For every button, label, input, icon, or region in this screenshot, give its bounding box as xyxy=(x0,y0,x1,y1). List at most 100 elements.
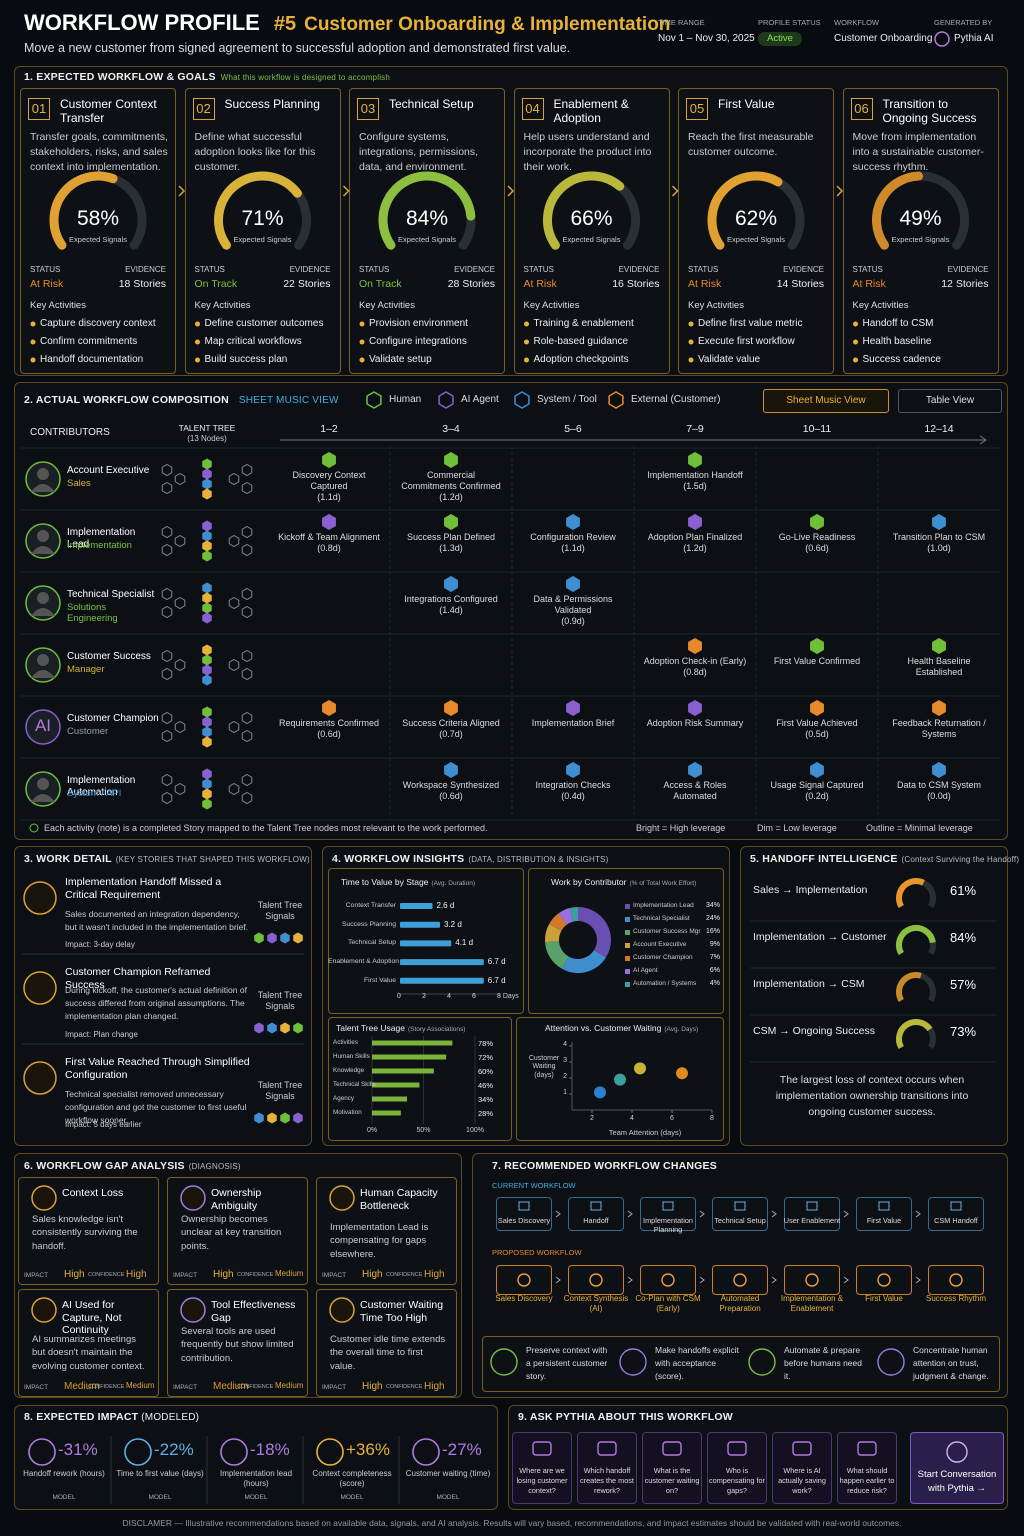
arrow xyxy=(771,1210,777,1218)
bullet xyxy=(195,357,200,363)
y-tick-label: 3 xyxy=(563,1057,567,1064)
arrow xyxy=(178,185,186,197)
gauge-value xyxy=(872,171,924,250)
note xyxy=(810,700,824,716)
point xyxy=(634,1062,646,1075)
activities-label: Key Activities xyxy=(194,300,251,311)
tree-node xyxy=(202,468,212,480)
status-pill: Active xyxy=(758,32,802,46)
gauge-value xyxy=(213,171,302,250)
legend-label: Human xyxy=(389,394,422,405)
signal-caption: Expected Signals xyxy=(398,235,456,244)
signals-label: Talent Tree Signals xyxy=(257,900,303,921)
stage-number: 06 xyxy=(850,98,873,120)
note-text: First Value Confirmed xyxy=(765,656,869,667)
note-label: Kickoff & Team Alignment xyxy=(278,532,380,542)
value-label: 6.7 d xyxy=(487,975,506,985)
section-subtitle: What this workflow is designed to accomp… xyxy=(220,73,391,82)
current-step xyxy=(856,1197,912,1231)
signal-node xyxy=(254,1022,264,1034)
evidence: 22 Stories xyxy=(283,278,331,290)
question-card[interactable] xyxy=(577,1432,637,1504)
gap-description: Ownership becomes unclear at key transit… xyxy=(181,1214,282,1252)
avatar-body xyxy=(31,484,55,492)
impact-label: Customer waiting (time) xyxy=(405,1469,491,1478)
donut-segment xyxy=(545,940,570,969)
button[interactable]: Sheet Music View xyxy=(763,389,889,413)
bullet xyxy=(524,357,529,363)
title: WORKFLOW PROFILE xyxy=(24,10,260,35)
question-card[interactable] xyxy=(837,1432,897,1504)
stage-title: Transition to Ongoing Success xyxy=(882,97,977,126)
value-label: 34% xyxy=(478,1095,494,1104)
stage-description: Transfer goals, commitments, stakeholder… xyxy=(30,131,168,174)
tree-node xyxy=(174,658,186,672)
current-step-label: Technical Setup xyxy=(714,1216,766,1225)
section-title-text: 3. WORK DETAIL xyxy=(24,853,112,865)
activity: Handoff documentation xyxy=(40,354,144,365)
column-label: 7–9 xyxy=(686,423,704,435)
arrow xyxy=(507,185,515,197)
impact-value: -18% xyxy=(250,1440,290,1459)
stage-card xyxy=(349,88,505,374)
story-icon xyxy=(23,971,57,1005)
note-duration: (0.8d) xyxy=(317,543,341,553)
footnote-icon xyxy=(29,823,39,833)
current-step xyxy=(496,1197,552,1231)
story-description: During kickoff, the customer's actual de… xyxy=(65,985,247,1021)
section-title-text: 4. WORKFLOW INSIGHTS xyxy=(332,853,465,865)
activity: Health baseline xyxy=(862,336,932,347)
question-card[interactable] xyxy=(707,1432,767,1504)
tree-node xyxy=(174,534,186,548)
workflow-name: Customer Onboarding & Implementation xyxy=(304,14,671,35)
start-button-label: Start Conversation with Pythia → xyxy=(917,1469,997,1494)
step-icon xyxy=(878,1201,890,1211)
signal-node xyxy=(267,1112,277,1124)
question-card[interactable] xyxy=(642,1432,702,1504)
tree-node xyxy=(174,472,186,486)
note-text: Kickoff & Team Alignment (0.8d) xyxy=(277,532,381,554)
note-duration: (1.1d) xyxy=(561,543,585,553)
gauge-value xyxy=(378,171,476,250)
legend-label: Account Executive xyxy=(633,941,687,948)
tree-node xyxy=(241,649,253,663)
gauge-value xyxy=(896,1019,933,1049)
note-text: Adoption Check-in (Early) (0.8d) xyxy=(643,656,747,678)
button[interactable]: Table View xyxy=(898,389,1002,413)
impact-value: High xyxy=(362,1269,383,1280)
note-text: Usage Signal Captured (0.2d) xyxy=(765,780,869,802)
activity: Provision environment xyxy=(369,318,468,329)
start-button[interactable] xyxy=(910,1432,1004,1504)
note-duration: (1.2d) xyxy=(439,492,463,502)
tree-node xyxy=(161,587,173,601)
tree-node xyxy=(202,612,212,624)
question-card[interactable] xyxy=(512,1432,572,1504)
note-label: Go-Live Readiness xyxy=(778,532,856,542)
work-detail-section xyxy=(14,846,312,1146)
proposed-step-label: Implementation & Enablement xyxy=(780,1294,844,1313)
section-title: 1. EXPECTED WORKFLOW & GOALS What this wo… xyxy=(24,71,390,84)
current-step-label: First Value xyxy=(866,1216,902,1225)
note xyxy=(444,700,458,716)
gap-description: AI summarizes meetings but doesn't maint… xyxy=(32,1334,145,1372)
leverage-key: Outline = Minimal leverage xyxy=(866,823,973,833)
impact-label: IMPACT xyxy=(24,1272,49,1279)
column-label: 10–11 xyxy=(802,423,832,435)
current-step-label: Implementation Planning xyxy=(643,1216,693,1234)
activities-label: Key Activities xyxy=(852,300,909,311)
note-text: Access & Roles Automated xyxy=(643,780,747,802)
evidence: 28 Stories xyxy=(447,278,495,290)
question-card[interactable] xyxy=(772,1432,832,1504)
legend-value: 7% xyxy=(709,954,720,961)
tree-node xyxy=(202,788,212,800)
tree-node xyxy=(202,736,212,748)
proposed-step-label: Automated Preparation xyxy=(719,1294,761,1313)
signal-percent: 71% xyxy=(241,207,284,230)
tree-node xyxy=(202,582,212,594)
evidence-label: EVIDENCE xyxy=(289,265,331,274)
note xyxy=(810,638,824,654)
evidence: 12 Stories xyxy=(941,278,989,290)
arrow xyxy=(836,185,844,197)
note-text: Discovery Context Captured (1.1d) xyxy=(277,470,381,503)
tree-node xyxy=(161,525,173,539)
